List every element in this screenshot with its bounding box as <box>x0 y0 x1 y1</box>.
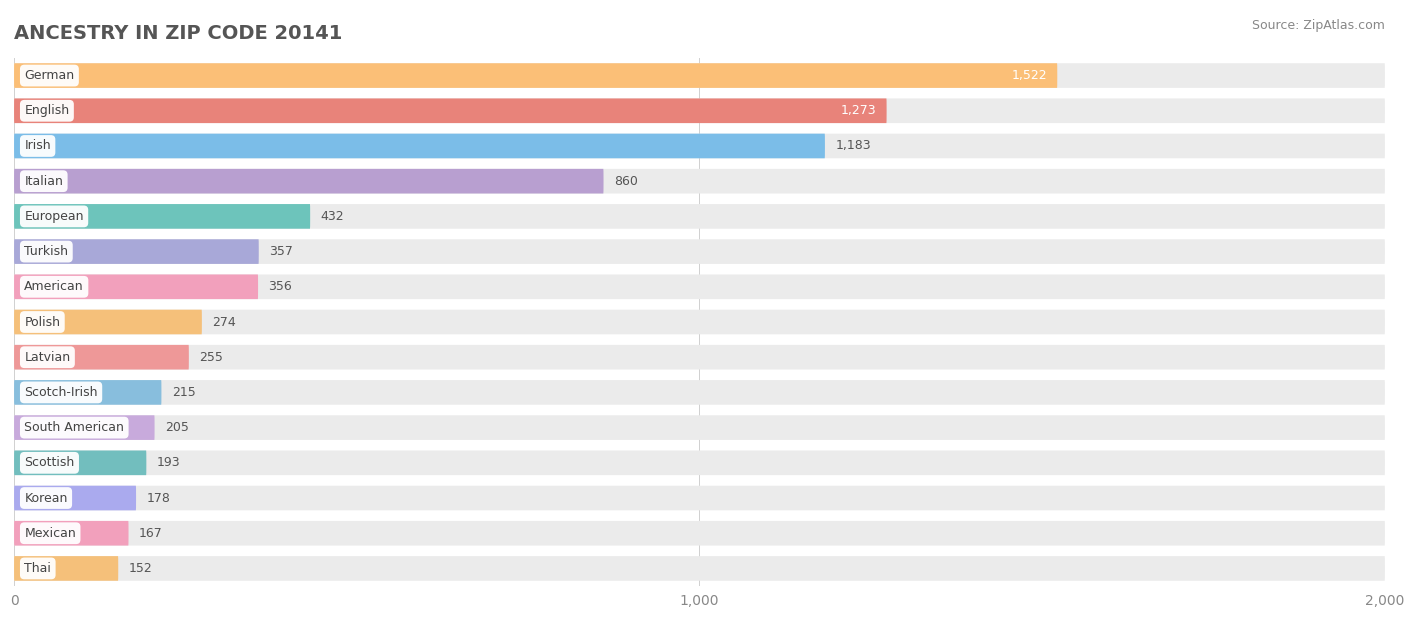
Text: 178: 178 <box>146 491 170 504</box>
FancyBboxPatch shape <box>14 63 1057 88</box>
FancyBboxPatch shape <box>14 521 128 545</box>
Text: 357: 357 <box>269 245 292 258</box>
Text: 152: 152 <box>128 562 152 575</box>
FancyBboxPatch shape <box>14 204 1385 229</box>
FancyBboxPatch shape <box>14 451 1385 475</box>
Text: English: English <box>24 104 69 117</box>
Text: 1,183: 1,183 <box>835 140 870 153</box>
FancyBboxPatch shape <box>14 345 188 370</box>
Text: 860: 860 <box>614 175 638 187</box>
FancyBboxPatch shape <box>14 310 1385 334</box>
Text: German: German <box>24 69 75 82</box>
Text: 356: 356 <box>269 280 292 293</box>
FancyBboxPatch shape <box>14 451 146 475</box>
FancyBboxPatch shape <box>14 274 1385 299</box>
Text: European: European <box>24 210 84 223</box>
FancyBboxPatch shape <box>14 63 1385 88</box>
Text: 205: 205 <box>165 421 188 434</box>
Text: Latvian: Latvian <box>24 351 70 364</box>
FancyBboxPatch shape <box>14 204 311 229</box>
Text: ANCESTRY IN ZIP CODE 20141: ANCESTRY IN ZIP CODE 20141 <box>14 24 343 43</box>
Text: Thai: Thai <box>24 562 51 575</box>
FancyBboxPatch shape <box>14 486 136 510</box>
Text: 432: 432 <box>321 210 344 223</box>
Text: South American: South American <box>24 421 124 434</box>
Text: Italian: Italian <box>24 175 63 187</box>
Text: Turkish: Turkish <box>24 245 69 258</box>
FancyBboxPatch shape <box>14 556 118 581</box>
FancyBboxPatch shape <box>14 380 162 404</box>
Text: Polish: Polish <box>24 316 60 328</box>
Text: Scottish: Scottish <box>24 457 75 469</box>
Text: 1,522: 1,522 <box>1011 69 1047 82</box>
Text: Irish: Irish <box>24 140 51 153</box>
Text: 255: 255 <box>200 351 224 364</box>
FancyBboxPatch shape <box>14 169 603 193</box>
Text: American: American <box>24 280 84 293</box>
Text: 167: 167 <box>139 527 163 540</box>
Text: Scotch-Irish: Scotch-Irish <box>24 386 98 399</box>
Text: Mexican: Mexican <box>24 527 76 540</box>
FancyBboxPatch shape <box>14 274 259 299</box>
FancyBboxPatch shape <box>14 134 1385 158</box>
FancyBboxPatch shape <box>14 345 1385 370</box>
Text: 193: 193 <box>156 457 180 469</box>
FancyBboxPatch shape <box>14 415 1385 440</box>
FancyBboxPatch shape <box>14 380 1385 404</box>
Text: Source: ZipAtlas.com: Source: ZipAtlas.com <box>1251 19 1385 32</box>
Text: Korean: Korean <box>24 491 67 504</box>
FancyBboxPatch shape <box>14 134 825 158</box>
FancyBboxPatch shape <box>14 486 1385 510</box>
FancyBboxPatch shape <box>14 556 1385 581</box>
FancyBboxPatch shape <box>14 240 1385 264</box>
Text: 215: 215 <box>172 386 195 399</box>
FancyBboxPatch shape <box>14 99 887 123</box>
Text: 1,273: 1,273 <box>841 104 876 117</box>
FancyBboxPatch shape <box>14 99 1385 123</box>
FancyBboxPatch shape <box>14 169 1385 193</box>
FancyBboxPatch shape <box>14 415 155 440</box>
Text: 274: 274 <box>212 316 236 328</box>
FancyBboxPatch shape <box>14 240 259 264</box>
FancyBboxPatch shape <box>14 521 1385 545</box>
FancyBboxPatch shape <box>14 310 202 334</box>
